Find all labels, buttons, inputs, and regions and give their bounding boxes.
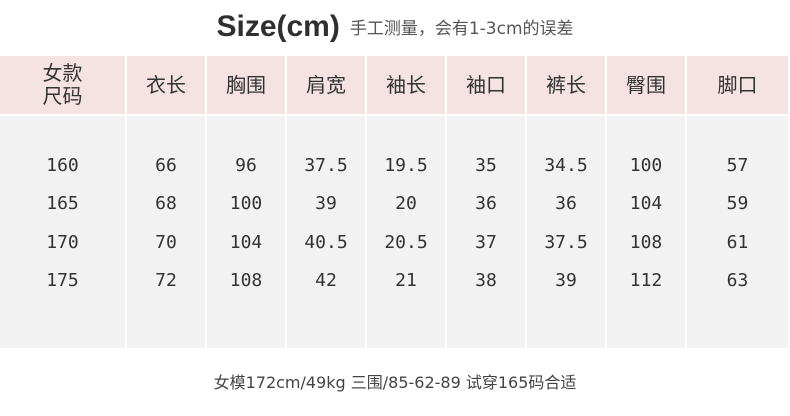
header-pant-length: 裤长 [527,56,605,114]
header-length: 衣长 [127,56,205,114]
column-body: 66 68 70 72 [127,116,205,348]
size-table: 女款 尺码 160 165 170 175 衣长 66 68 70 72 胸围 … [0,56,790,348]
column-size: 女款 尺码 160 165 170 175 [0,56,125,348]
model-info: 女模172cm/49kg 三围/85-62-89 试穿165码合适 [213,373,577,392]
title-row: Size(cm) 手工测量，会有1-3cm的误差 [0,0,790,52]
column-body: 37.5 39 40.5 42 [287,116,365,348]
cell: 21 [395,270,417,292]
cell: 37 [475,231,497,253]
cell: 70 [155,231,177,253]
cell: 108 [629,231,663,253]
cell: 66 [155,154,177,176]
column-chest: 胸围 96 100 104 108 [207,56,285,348]
column-body: 160 165 170 175 [0,116,125,348]
cell: 112 [629,270,663,292]
cell: 63 [726,270,749,292]
header-leg-opening: 脚口 [687,56,788,114]
cell: 170 [46,231,79,253]
column-leg-opening: 脚口 57 59 61 63 [687,56,788,348]
size-title: Size(cm) [216,10,340,43]
cell: 35 [475,154,497,176]
cell: 165 [46,193,79,215]
cell: 59 [726,193,749,215]
cell: 40.5 [304,231,348,253]
column-sleeve-length: 袖长 19.5 20 20.5 21 [367,56,445,348]
column-cuff: 袖口 35 36 37 38 [447,56,525,348]
column-pant-length: 裤长 34.5 36 37.5 39 [527,56,605,348]
cell: 20 [395,193,417,215]
column-body: 35 36 37 38 [447,116,525,348]
column-body: 96 100 104 108 [207,116,285,348]
cell: 72 [155,270,177,292]
cell: 61 [726,231,749,253]
header-sleeve-length: 袖长 [367,56,445,114]
column-length: 衣长 66 68 70 72 [127,56,205,348]
header-size: 女款 尺码 [0,56,125,114]
cell: 68 [155,193,177,215]
column-body: 19.5 20 20.5 21 [367,116,445,348]
header-cuff: 袖口 [447,56,525,114]
cell: 36 [555,193,577,215]
cell: 37.5 [304,154,348,176]
cell: 96 [235,154,257,176]
column-body: 57 59 61 63 [687,116,788,348]
cell: 39 [555,270,577,292]
header-hip: 臀围 [607,56,685,114]
cell: 175 [46,270,79,292]
cell: 104 [229,231,263,253]
header-chest: 胸围 [207,56,285,114]
cell: 104 [629,193,663,215]
cell: 36 [475,193,497,215]
cell: 34.5 [544,154,588,176]
header-shoulder: 肩宽 [287,56,365,114]
cell: 100 [229,193,263,215]
header-size-line-2: 尺码 [42,84,83,108]
cell: 20.5 [384,231,428,253]
column-shoulder: 肩宽 37.5 39 40.5 42 [287,56,365,348]
cell: 39 [315,193,337,215]
cell: 160 [46,154,79,176]
cell: 100 [629,154,663,176]
cell: 42 [315,270,337,292]
cell: 57 [726,154,749,176]
column-body: 100 104 108 112 [607,116,685,348]
measurement-note: 手工测量，会有1-3cm的误差 [349,19,574,39]
cell: 108 [229,270,263,292]
column-hip: 臀围 100 104 108 112 [607,56,685,348]
column-body: 34.5 36 37.5 39 [527,116,605,348]
cell: 19.5 [384,154,428,176]
header-size-line-1: 女款 [42,61,83,85]
cell: 38 [475,270,497,292]
cell: 37.5 [544,231,588,253]
